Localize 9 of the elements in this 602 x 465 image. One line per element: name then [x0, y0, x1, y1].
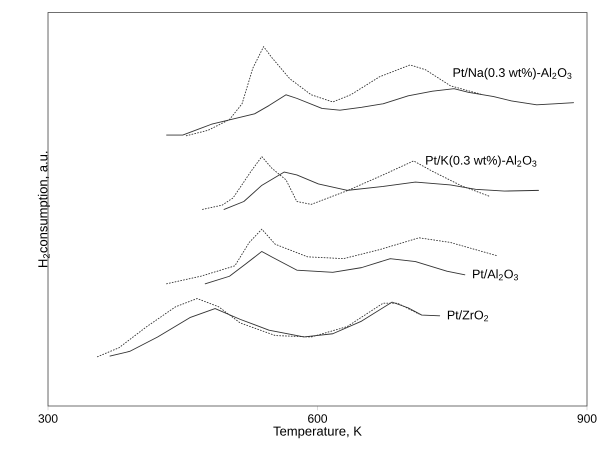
- series-label: Pt/Na(0.3 wt%)-Al$_{2}$O$_{3}$: [454, 68, 572, 80]
- x-tick-label: 900: [578, 414, 597, 423]
- y-axis-title: H$_{2}$consumption, a.u.: [38, 152, 50, 267]
- x-tick-label: 300: [38, 414, 58, 423]
- x-axis-title: Temperature, K: [273, 426, 362, 438]
- x-tick-label: 600: [308, 414, 328, 423]
- series-label: Pt/Al$_{2}$O$_{3}$: [473, 269, 518, 280]
- series-label: Pt/ZrO$_{2}$: [448, 310, 488, 322]
- series-label: Pt/K(0.3 wt%)-Al$_{2}$O$_{3}$: [426, 156, 536, 168]
